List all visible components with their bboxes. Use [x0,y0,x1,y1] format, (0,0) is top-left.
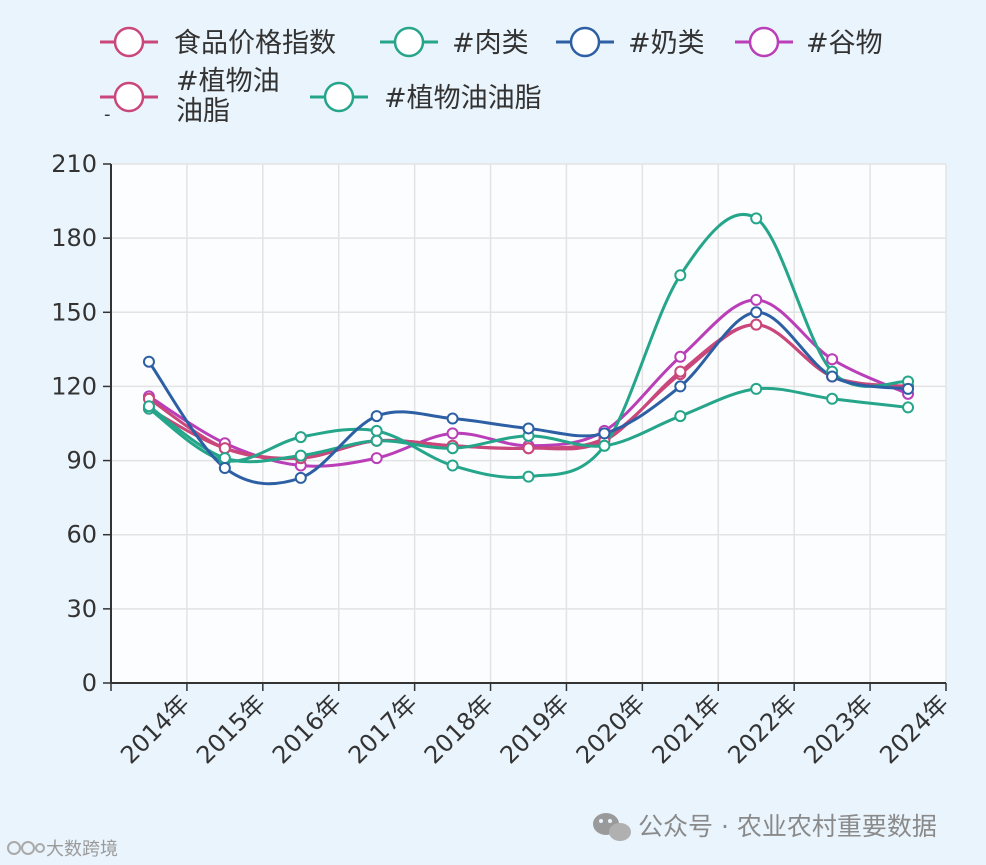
data-point[interactable] [218,442,231,455]
legend-label-line2: 油脂 [176,96,230,127]
data-point[interactable] [750,293,763,306]
legend-item-cereals[interactable]: #谷物 [735,26,883,59]
legend-label: #植物油油脂 [384,83,542,114]
data-point[interactable] [370,434,383,447]
x-tick-label: 2017年 [343,689,423,769]
legend-marker-icon [113,81,145,113]
legend-label: #肉类 [452,28,529,59]
data-point[interactable] [142,400,155,413]
legend-item-dairy[interactable]: #奶类 [556,26,705,59]
x-tick-label: 2021年 [647,689,727,769]
data-point[interactable] [902,382,915,395]
x-tick-label: 2014年 [115,689,195,769]
legend-item-vegetable-oils[interactable]: #植物油油脂 [310,81,542,114]
legend-label-prefix: - [104,104,111,125]
legend-marker-icon [748,26,780,58]
legend-item-vegetable-oils-wrapped[interactable]: - #植物油 油脂 [100,66,280,127]
data-point[interactable] [218,461,231,474]
x-tick-label: 2023年 [798,689,878,769]
data-point[interactable] [522,442,535,455]
data-point[interactable] [598,439,611,452]
data-point[interactable] [674,350,687,363]
y-tick-label: 60 [66,521,97,549]
legend-item-meat[interactable]: #肉类 [380,26,529,59]
data-point[interactable] [674,365,687,378]
x-tick-label: 2019年 [495,689,575,769]
legend[interactable]: 食品价格指数 #肉类 #奶类 #谷物 - #植物油 油脂 #植物油油脂 [100,26,883,127]
data-point[interactable] [294,431,307,444]
grid [110,163,947,684]
data-point[interactable] [674,269,687,282]
series-line-3 [148,298,909,468]
legend-label: 食品价格指数 [174,28,336,59]
y-tick-label: 210 [51,150,97,178]
data-point[interactable] [598,427,611,440]
legend-item-food-price-index[interactable]: 食品价格指数 [100,26,336,59]
data-point[interactable] [902,401,915,414]
data-point[interactable] [522,470,535,483]
corner-logo-icon [7,841,45,855]
watermark-text: 公众号 · 农业农村重要数据 [638,812,937,841]
data-point[interactable] [446,442,459,455]
legend-marker-icon [393,26,425,58]
y-tick-label: 30 [66,595,97,623]
corner-watermark-text: 大数跨境 [46,839,118,860]
data-point[interactable] [674,410,687,423]
markers [142,212,915,484]
y-tick-label: 90 [66,447,97,475]
data-point[interactable] [750,212,763,225]
y-tick-label: 0 [82,669,97,697]
x-tick-label: 2016年 [267,689,347,769]
x-tick-label: 2022年 [722,689,802,769]
data-point[interactable] [826,392,839,405]
y-tick-label: 180 [51,224,97,252]
data-point[interactable] [446,412,459,425]
data-point[interactable] [446,459,459,472]
data-point[interactable] [142,355,155,368]
data-point[interactable] [826,370,839,383]
data-point[interactable] [294,449,307,462]
series-line-5 [148,212,909,479]
data-point[interactable] [446,427,459,440]
wechat-icon [593,813,631,841]
watermark: 公众号 · 农业农村重要数据 大数跨境 [7,812,937,860]
legend-label: #奶类 [628,28,705,59]
data-point[interactable] [750,318,763,331]
y-tick-label: 150 [51,298,97,326]
data-point[interactable] [522,422,535,435]
x-tick-label: 2018年 [419,689,499,769]
data-point[interactable] [370,452,383,465]
legend-marker-icon [323,81,355,113]
data-point[interactable] [750,306,763,319]
data-point[interactable] [750,382,763,395]
x-tick-label: 2024年 [874,689,954,769]
data-point[interactable] [370,424,383,437]
data-point[interactable] [218,452,231,465]
data-point[interactable] [674,380,687,393]
legend-label-line1: #植物油 [176,66,280,97]
y-tick-label: 120 [51,372,97,400]
x-tick-label: 2015年 [191,689,271,769]
x-tick-label: 2020年 [571,689,651,769]
data-point[interactable] [294,471,307,484]
legend-marker-icon [113,26,145,58]
data-point[interactable] [370,410,383,423]
legend-label: #谷物 [806,28,883,59]
data-point[interactable] [826,353,839,366]
legend-marker-icon [569,26,601,58]
